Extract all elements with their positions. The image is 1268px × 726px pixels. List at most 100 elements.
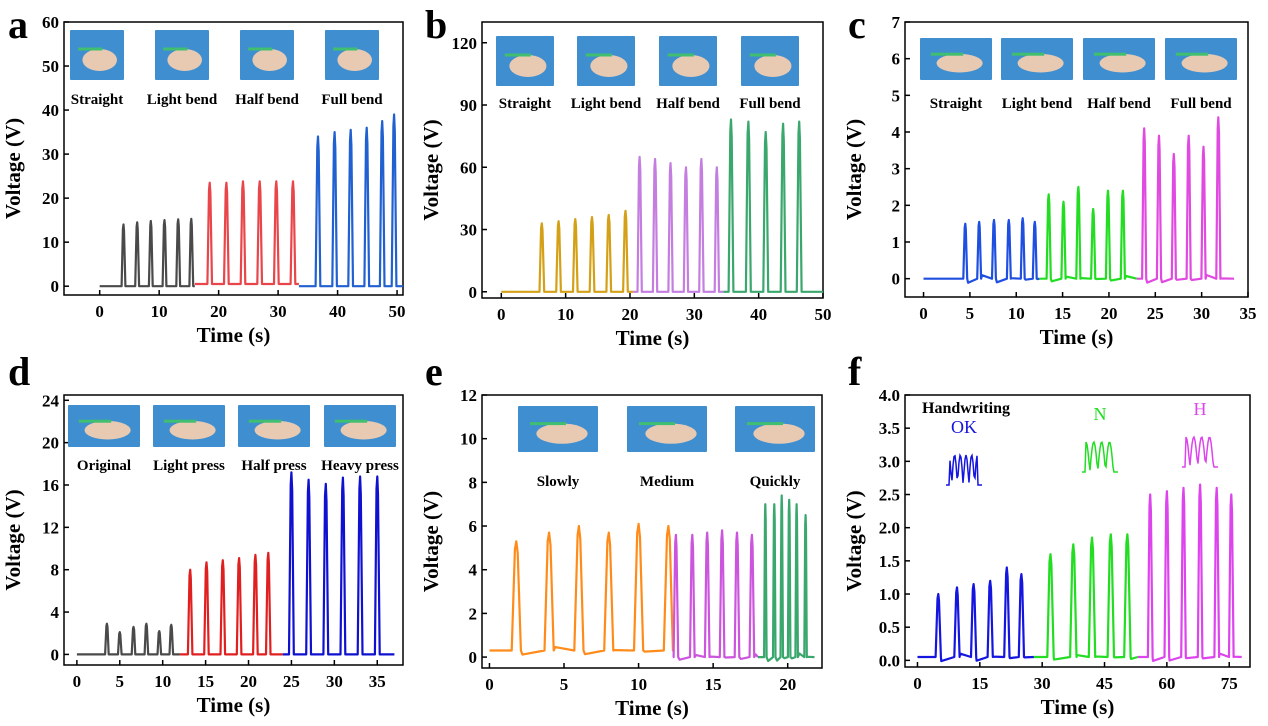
x-axis-label: Time (s) (197, 323, 271, 347)
photo-caption: Quickly (750, 474, 801, 490)
x-tick-label: 75 (1221, 674, 1238, 693)
hand-shape (936, 53, 983, 73)
photo-inset (627, 406, 707, 452)
plot-frame (481, 21, 824, 299)
x-tick-label: 0 (919, 304, 928, 323)
sensor-wire (1175, 52, 1209, 56)
sensor-wire (78, 419, 112, 423)
y-tick-label: 3.5 (879, 419, 900, 438)
sensor-wire (504, 53, 531, 57)
y-tick-label: 8 (51, 561, 60, 580)
y-tick-label: 24 (42, 391, 60, 410)
inset-letter-label: N (1094, 404, 1107, 424)
sensor-wire (530, 422, 566, 426)
inset-letter-label: H (1194, 399, 1207, 419)
series-line-1 (99, 217, 195, 288)
y-tick-label: 4 (469, 561, 478, 580)
photo-inset (325, 30, 379, 80)
y-tick-label: 0 (51, 645, 60, 664)
series-line-3 (757, 494, 815, 663)
hand-shape (254, 420, 301, 440)
hand-shape (169, 420, 216, 440)
sensor-wire (585, 53, 612, 57)
x-tick-label: 10 (630, 675, 647, 694)
y-tick-label: 2 (469, 604, 478, 623)
panel-a: a 0 10 20 30 40 50 60 0 10 20 30 40 50 Time (s) Voltage… (1, 2, 406, 347)
hand-shape (536, 423, 588, 444)
sensor-wire (248, 419, 282, 423)
x-tick-label: 20 (779, 675, 796, 694)
hand-shape (167, 49, 202, 71)
hand-shape (590, 55, 628, 77)
hand-shape (1017, 53, 1064, 73)
photo-inset (70, 30, 124, 80)
photo-caption: Original (77, 458, 131, 474)
y-axis-label: Voltage (V) (419, 491, 443, 592)
x-tick-label: 10 (154, 672, 171, 691)
panel-b: b 0 30 60 90 120 0 10 20 30 40 50 Time (s) Voltage (V… (419, 2, 832, 350)
photo-inset (741, 36, 799, 86)
y-tick-label: 2.5 (879, 486, 900, 505)
sensor-wire (1011, 52, 1045, 56)
photo-caption: Full bend (1170, 96, 1232, 112)
sensor-wire (163, 47, 188, 51)
hand-shape (340, 420, 387, 440)
series-line-2 (633, 155, 724, 293)
x-tick-label: 40 (329, 302, 346, 321)
photo-caption: Half bend (1087, 96, 1151, 112)
y-tick-label: 0 (51, 277, 60, 296)
y-tick-label: 0.0 (879, 651, 900, 670)
x-tick-label: 30 (686, 305, 703, 324)
y-tick-label: 6 (892, 50, 901, 69)
hand-shape (509, 55, 547, 77)
x-tick-label: 60 (1158, 674, 1175, 693)
y-tick-label: 3 (892, 160, 901, 179)
hand-shape (252, 49, 287, 71)
y-tick-label: 8 (469, 473, 478, 492)
series-line-2 (194, 180, 299, 286)
x-tick-label: 15 (1054, 304, 1071, 323)
sensor-wire (639, 422, 675, 426)
series-line-3 (723, 118, 823, 293)
sensor-wire (78, 47, 103, 51)
x-tick-label: 30 (326, 672, 343, 691)
photo-caption: Light bend (1002, 96, 1073, 112)
plot-frame (904, 394, 1251, 668)
hand-shape (337, 49, 372, 71)
y-tick-label: 20 (42, 434, 59, 453)
photo-inset (1083, 38, 1155, 80)
photo-inset (1001, 38, 1073, 80)
hand-shape (84, 420, 131, 440)
x-tick-label: 0 (95, 302, 104, 321)
sensor-wire (749, 53, 776, 57)
x-tick-label: 5 (560, 675, 569, 694)
y-tick-label: 1.0 (879, 585, 900, 604)
x-tick-label: 20 (1100, 304, 1117, 323)
y-tick-label: 4.0 (879, 386, 900, 405)
y-tick-label: 2.0 (879, 519, 900, 538)
x-tick-label: 25 (283, 672, 300, 691)
photo-inset (577, 36, 635, 86)
y-tick-label: 0 (469, 648, 478, 667)
hand-shape (754, 55, 792, 77)
sensor-wire (930, 52, 964, 56)
series-line-2 (179, 551, 283, 656)
y-tick-label: 0 (892, 270, 901, 289)
series-line-3 (1136, 116, 1235, 284)
x-axis-label: Time (s) (1041, 695, 1115, 719)
y-axis-label: Voltage (V) (1, 489, 25, 590)
photo-caption: Half bend (656, 96, 720, 112)
y-tick-label: 40 (42, 101, 59, 120)
series-line-2 (1033, 533, 1139, 661)
x-axis-label: Time (s) (615, 696, 689, 720)
x-tick-label: 0 (913, 674, 922, 693)
panel-letter: d (8, 349, 30, 394)
photo-caption: Half bend (235, 92, 299, 108)
x-tick-label: 5 (966, 304, 975, 323)
x-tick-label: 5 (116, 672, 125, 691)
plot-frame (63, 21, 404, 296)
y-tick-label: 5 (892, 86, 901, 105)
plot-frame (481, 394, 823, 669)
y-axis-label: Voltage (V) (842, 490, 866, 591)
